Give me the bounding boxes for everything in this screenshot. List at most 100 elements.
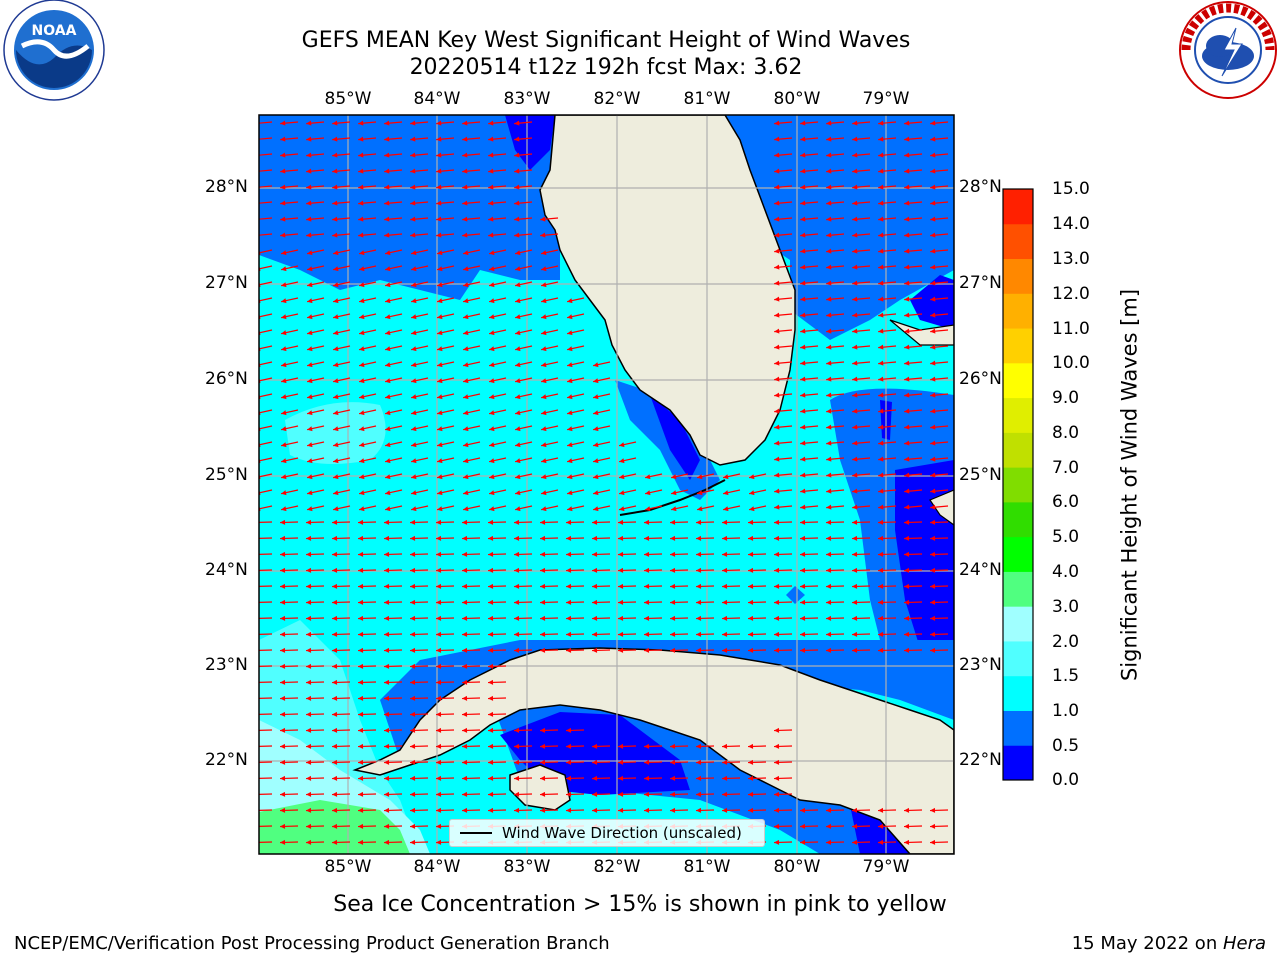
wind-wave-arrowhead [696,519,702,525]
wind-wave-arrowhead [437,506,443,512]
wave-contour-ne-deep [910,275,954,330]
wind-wave-arrowhead [852,232,858,238]
wind-wave-arrowhead [878,280,884,286]
wind-wave-arrowhead [281,426,287,432]
wind-wave-arrowhead [515,378,521,384]
wind-wave-arrowhead [852,392,858,398]
wind-wave-arrowhead [930,344,936,350]
wind-wave-arrowhead [852,296,858,302]
wind-wave-arrowhead [462,791,468,797]
wind-wave-arrowhead [306,823,312,829]
wind-wave-arrowhead [514,631,520,637]
lat-tick-left: 24°N [205,560,248,580]
wind-wave-arrowhead [826,152,832,158]
wind-wave-arrowhead [826,615,832,621]
wind-wave-arrowhead [384,679,390,685]
wind-wave-arrowhead [878,200,884,206]
wind-wave-arrowhead [644,775,650,781]
wind-wave-arrowhead [333,314,339,320]
wind-wave-arrowhead [306,200,312,206]
wind-wave-arrowhead [567,394,573,400]
wind-wave-arrowhead [592,791,598,797]
wind-wave-arrowhead [774,631,780,637]
wind-wave-arrowhead [280,216,286,222]
wind-wave-arrow [259,201,273,204]
wind-wave-arrowhead [800,264,806,270]
wind-wave-arrowhead [852,328,858,334]
wind-wave-arrowhead [541,458,547,464]
wind-wave-arrowhead [593,506,599,512]
wind-wave-arrowhead [878,392,884,398]
wind-wave-arrowhead [670,551,676,557]
wind-wave-arrowhead [878,328,884,334]
wind-wave-arrowhead [774,264,780,270]
wind-wave-arrowhead [697,490,703,496]
wave-contour-east-deep [895,460,954,690]
wind-wave-arrowhead [436,647,442,653]
wind-wave-arrow [259,569,273,571]
wind-wave-arrowhead [800,615,806,621]
wind-wave-arrowhead [358,791,364,797]
wave-contour-north-deep [505,115,555,170]
lat-tick-right: 24°N [959,560,1002,580]
wind-wave-arrowhead [930,136,936,142]
wind-wave-arrowhead [904,328,910,334]
wind-wave-arrowhead [878,264,884,270]
wind-wave-arrowhead [852,567,858,573]
wind-wave-arrowhead [332,743,338,749]
wind-wave-arrowhead [280,567,286,573]
wind-wave-arrowhead [488,775,494,781]
wind-wave-arrowhead [696,791,702,797]
wind-wave-arrowhead [411,362,417,368]
wind-wave-arrowhead [567,378,573,384]
wind-wave-arrowhead [489,458,495,464]
wind-wave-arrowhead [307,330,313,336]
wind-wave-arrowhead [436,152,442,158]
wind-wave-arrowhead [748,551,754,557]
wind-wave-arrowhead [514,136,520,142]
wind-wave-arrowhead [904,344,910,350]
wind-wave-arrowhead [384,727,390,733]
lat-tick-left: 25°N [205,465,248,485]
wind-wave-arrowhead [852,519,858,525]
wind-wave-arrowhead [514,535,520,541]
wind-wave-arrowhead [462,727,468,733]
wind-wave-arrowhead [774,168,780,174]
wind-wave-arrowhead [489,474,495,480]
wind-wave-arrowhead [332,168,338,174]
wind-wave-arrowhead [618,743,624,749]
wind-wave-arrowhead [904,504,910,510]
colorbar-segment [1003,328,1033,364]
wind-wave-arrowhead [748,535,754,541]
wind-wave-arrowhead [852,599,858,605]
wind-wave-arrowhead [306,631,312,637]
wind-wave-arrowhead [358,200,364,206]
wind-wave-arrowhead [592,807,598,813]
wind-wave-arrowhead [878,296,884,302]
wind-wave-arrowhead [567,298,573,304]
wind-wave-arrowhead [540,727,546,733]
colorbar-tick: 6.0 [1052,492,1080,512]
wind-wave-arrowhead [774,440,780,446]
wind-wave-arrowhead [307,394,313,400]
wind-wave-arrowhead [541,362,547,368]
wind-wave-arrowhead [333,490,339,496]
wind-wave-arrowhead [566,791,572,797]
wind-wave-arrowhead [514,727,520,733]
wind-wave-arrowhead [358,152,364,158]
wind-wave-arrowhead [488,519,494,525]
wind-wave-arrowhead [410,727,416,733]
wind-wave-arrowhead [878,152,884,158]
wind-wave-arrowhead [904,551,910,557]
wind-wave-arrowhead [489,346,495,352]
wind-wave-arrowhead [307,442,313,448]
colorbar-tick: 9.0 [1052,388,1080,408]
wind-wave-arrowhead [333,426,339,432]
wind-wave-arrowhead [332,583,338,589]
wind-wave-arrow [259,313,273,318]
wind-wave-arrowhead [645,490,651,496]
wind-wave-arrowhead [852,456,858,462]
wind-wave-arrowhead [384,168,390,174]
wind-wave-arrow [259,809,273,811]
wind-wave-arrowhead [852,647,858,653]
